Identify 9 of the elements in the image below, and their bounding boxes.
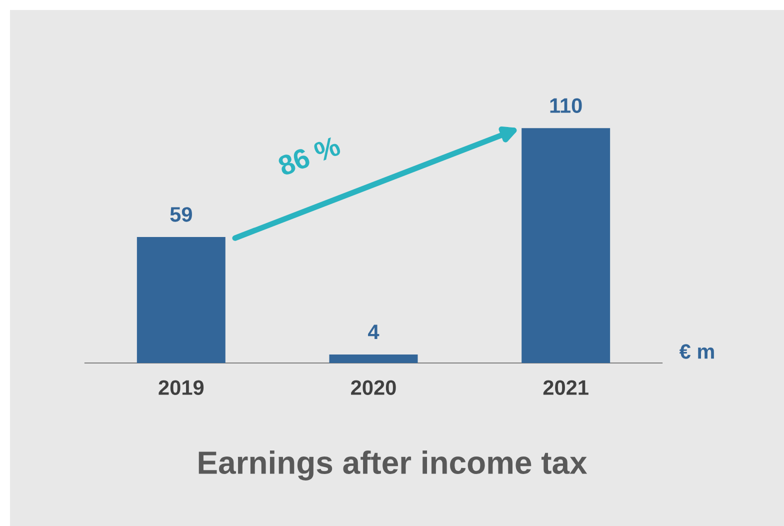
x-tick-label: 2020 — [351, 380, 396, 395]
data-label: 110 — [550, 98, 582, 113]
x-tick-label: 2021 — [543, 380, 588, 395]
data-label: 4 — [368, 324, 380, 340]
annotation: 86 % — [276, 136, 342, 176]
data-label: 59 — [170, 207, 192, 222]
x-tick-label: 2019 — [158, 380, 204, 395]
text: Earnings after income tax — [198, 450, 588, 480]
y-axis-title: € m — [679, 344, 714, 359]
